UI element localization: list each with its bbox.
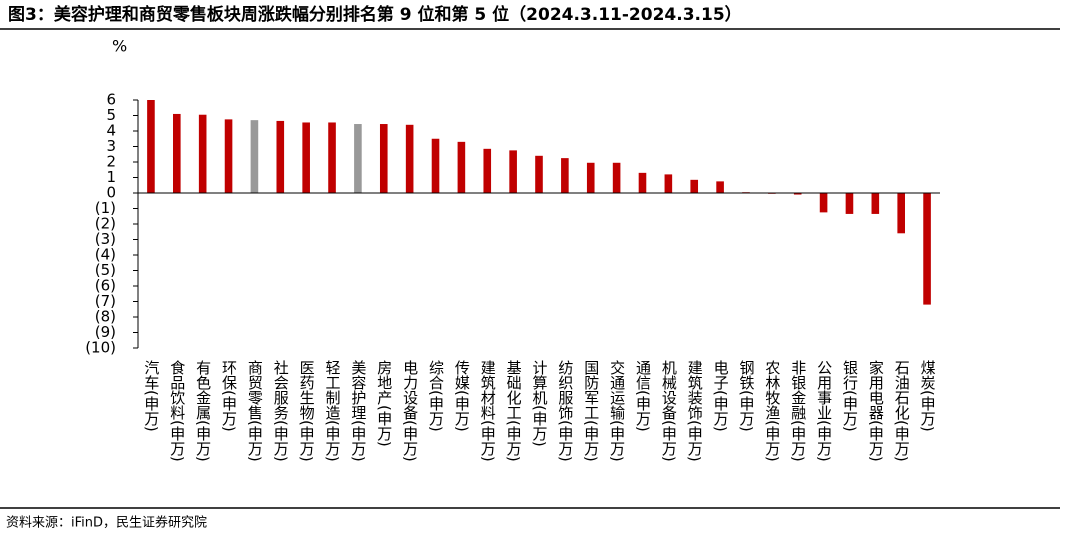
x-tick-label: 非银金融(申万)	[789, 360, 807, 462]
bar	[716, 181, 724, 193]
x-tick-label: 交通运输(申万)	[608, 359, 626, 462]
bar	[224, 119, 233, 193]
y-tick-label: (5)	[95, 261, 116, 279]
y-tick-label: (8)	[95, 308, 116, 326]
y-tick-label: (10)	[85, 339, 116, 357]
x-tick-label: 建筑装饰(申万)	[686, 360, 704, 462]
x-tick-label: 家用电器(申万)	[867, 360, 885, 462]
bar	[819, 193, 828, 213]
x-tick-label: 房地产(申万)	[375, 360, 393, 447]
y-tick-label: 5	[106, 106, 116, 124]
bar	[535, 155, 543, 193]
bar	[690, 179, 699, 193]
bar	[431, 138, 440, 193]
bar	[405, 124, 414, 193]
x-tick-label: 医药生物(申万)	[298, 360, 316, 462]
bar	[664, 174, 673, 193]
x-tick-label: 公用事业(申万)	[815, 360, 833, 462]
x-tick-label: 国防军工(申万)	[582, 360, 600, 462]
y-tick-label: 3	[106, 137, 116, 155]
x-tick-label: 计算机(申万)	[531, 360, 549, 447]
y-tick-label: 0	[106, 184, 116, 202]
chart-title: 图3：美容护理和商贸零售板块周涨跌幅分别排名第 9 位和第 5 位（2024.3…	[8, 4, 742, 25]
x-tick-label: 银行(申万)	[841, 360, 859, 432]
y-tick-label: 4	[106, 122, 116, 140]
x-tick-label: 纺织服饰(申万)	[556, 360, 574, 462]
x-tick-label: 有色金属(申万)	[194, 360, 212, 462]
y-tick-label: (7)	[95, 292, 116, 310]
x-tick-label: 环保(申万)	[220, 360, 238, 432]
bar	[250, 120, 259, 193]
y-tick-label: (2)	[95, 215, 116, 233]
x-tick-label: 社会服务(申万)	[272, 360, 290, 462]
x-tick-label: 通信(申万)	[634, 360, 652, 432]
x-tick-label: 煤炭(申万)	[919, 360, 937, 432]
bar	[509, 150, 517, 193]
bar	[612, 162, 621, 193]
x-tick-label: 商贸零售(申万)	[246, 360, 264, 462]
bar	[328, 122, 336, 193]
x-tick-label: 基础化工(申万)	[505, 360, 523, 462]
x-tick-label: 电力设备(申万)	[401, 360, 419, 462]
x-tick-label: 建筑材料(申万)	[479, 360, 497, 462]
x-tick-label: 钢铁(申万)	[737, 360, 755, 432]
bar	[638, 172, 647, 193]
bar	[457, 141, 466, 193]
bar	[897, 193, 905, 234]
bar	[561, 158, 569, 193]
x-tick-label: 美容护理(申万)	[349, 360, 367, 462]
bar	[354, 124, 362, 193]
y-tick-label: (9)	[95, 323, 116, 341]
x-tick-label: 传媒(申万)	[453, 360, 471, 432]
bar	[147, 100, 155, 193]
x-tick-label: 汽车(申万)	[142, 360, 160, 432]
y-tick-label: (4)	[95, 246, 116, 264]
bar	[845, 193, 854, 214]
bar	[871, 193, 880, 214]
y-tick-label: (6)	[95, 277, 116, 295]
bar	[276, 120, 285, 193]
y-unit: %	[112, 37, 127, 56]
y-tick-label: 6	[106, 91, 116, 109]
bar	[379, 124, 388, 193]
y-tick-label: 2	[106, 153, 116, 171]
y-tick-label: 1	[106, 168, 116, 186]
x-tick-label: 综合(申万)	[427, 360, 445, 432]
x-tick-label: 电子(申万)	[712, 360, 730, 432]
x-tick-label: 食品饮料(申万)	[168, 360, 186, 462]
bar	[793, 193, 802, 195]
bar	[173, 113, 181, 193]
bar	[302, 122, 310, 193]
x-tick-label: 轻工制造(申万)	[324, 360, 342, 462]
x-tick-label: 农林牧渔(申万)	[763, 360, 781, 462]
bar	[483, 148, 492, 193]
x-tick-label: 机械设备(申万)	[660, 360, 678, 462]
bar	[586, 162, 595, 193]
y-tick-label: (1)	[95, 199, 116, 217]
x-tick-label: 石油石化(申万)	[893, 360, 911, 462]
y-tick-label: (3)	[95, 230, 116, 248]
source-note: 资料来源：iFinD，民生证券研究院	[6, 515, 207, 531]
bar	[923, 193, 931, 305]
bar	[198, 114, 207, 193]
